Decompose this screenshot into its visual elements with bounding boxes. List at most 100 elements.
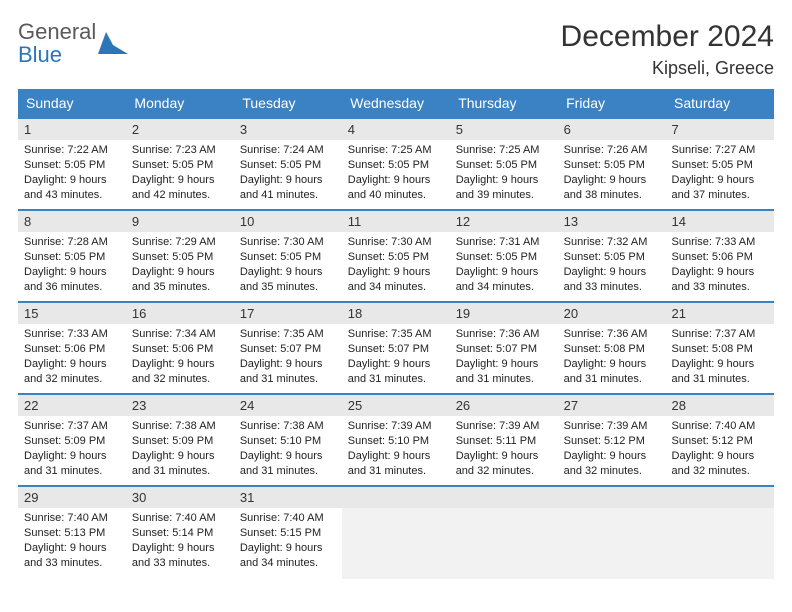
calendar-cell <box>558 486 666 578</box>
calendar-cell: 25Sunrise: 7:39 AMSunset: 5:10 PMDayligh… <box>342 394 450 486</box>
day-number: 19 <box>450 303 558 324</box>
day-number: 22 <box>18 395 126 416</box>
calendar-cell: 1Sunrise: 7:22 AMSunset: 5:05 PMDaylight… <box>18 118 126 210</box>
day-number: 3 <box>234 119 342 140</box>
day-body: Sunrise: 7:40 AMSunset: 5:13 PMDaylight:… <box>18 508 126 576</box>
logo-text: General Blue <box>18 20 96 66</box>
calendar-cell: 30Sunrise: 7:40 AMSunset: 5:14 PMDayligh… <box>126 486 234 578</box>
day-number: 25 <box>342 395 450 416</box>
day-number: 17 <box>234 303 342 324</box>
day-number: 28 <box>666 395 774 416</box>
weekday-header: Monday <box>126 89 234 118</box>
day-number: 5 <box>450 119 558 140</box>
logo-word1: General <box>18 19 96 44</box>
day-body: Sunrise: 7:29 AMSunset: 5:05 PMDaylight:… <box>126 232 234 300</box>
day-number: 2 <box>126 119 234 140</box>
day-body: Sunrise: 7:27 AMSunset: 5:05 PMDaylight:… <box>666 140 774 208</box>
calendar-cell: 31Sunrise: 7:40 AMSunset: 5:15 PMDayligh… <box>234 486 342 578</box>
day-body: Sunrise: 7:33 AMSunset: 5:06 PMDaylight:… <box>666 232 774 300</box>
day-number: 9 <box>126 211 234 232</box>
day-number: 15 <box>18 303 126 324</box>
day-number: 6 <box>558 119 666 140</box>
day-body: Sunrise: 7:34 AMSunset: 5:06 PMDaylight:… <box>126 324 234 392</box>
day-body: Sunrise: 7:37 AMSunset: 5:09 PMDaylight:… <box>18 416 126 484</box>
calendar-cell <box>342 486 450 578</box>
calendar-cell: 7Sunrise: 7:27 AMSunset: 5:05 PMDaylight… <box>666 118 774 210</box>
calendar-cell: 9Sunrise: 7:29 AMSunset: 5:05 PMDaylight… <box>126 210 234 302</box>
day-body: Sunrise: 7:39 AMSunset: 5:12 PMDaylight:… <box>558 416 666 484</box>
calendar-cell: 2Sunrise: 7:23 AMSunset: 5:05 PMDaylight… <box>126 118 234 210</box>
day-body: Sunrise: 7:35 AMSunset: 5:07 PMDaylight:… <box>234 324 342 392</box>
location: Kipseli, Greece <box>561 58 774 79</box>
day-number: 12 <box>450 211 558 232</box>
calendar-cell: 29Sunrise: 7:40 AMSunset: 5:13 PMDayligh… <box>18 486 126 578</box>
calendar-cell: 18Sunrise: 7:35 AMSunset: 5:07 PMDayligh… <box>342 302 450 394</box>
day-body: Sunrise: 7:38 AMSunset: 5:09 PMDaylight:… <box>126 416 234 484</box>
day-number: 1 <box>18 119 126 140</box>
calendar-cell: 13Sunrise: 7:32 AMSunset: 5:05 PMDayligh… <box>558 210 666 302</box>
day-body: Sunrise: 7:23 AMSunset: 5:05 PMDaylight:… <box>126 140 234 208</box>
day-number: 27 <box>558 395 666 416</box>
calendar-cell: 17Sunrise: 7:35 AMSunset: 5:07 PMDayligh… <box>234 302 342 394</box>
header: General Blue December 2024 Kipseli, Gree… <box>18 20 774 79</box>
calendar-cell: 11Sunrise: 7:30 AMSunset: 5:05 PMDayligh… <box>342 210 450 302</box>
day-number: 20 <box>558 303 666 324</box>
title-block: December 2024 Kipseli, Greece <box>561 20 774 79</box>
calendar-cell: 6Sunrise: 7:26 AMSunset: 5:05 PMDaylight… <box>558 118 666 210</box>
day-body: Sunrise: 7:24 AMSunset: 5:05 PMDaylight:… <box>234 140 342 208</box>
calendar-cell: 20Sunrise: 7:36 AMSunset: 5:08 PMDayligh… <box>558 302 666 394</box>
day-number: 14 <box>666 211 774 232</box>
calendar-cell: 3Sunrise: 7:24 AMSunset: 5:05 PMDaylight… <box>234 118 342 210</box>
logo-word2: Blue <box>18 43 96 66</box>
day-number: 30 <box>126 487 234 508</box>
calendar-cell: 16Sunrise: 7:34 AMSunset: 5:06 PMDayligh… <box>126 302 234 394</box>
day-body: Sunrise: 7:36 AMSunset: 5:08 PMDaylight:… <box>558 324 666 392</box>
calendar-cell: 5Sunrise: 7:25 AMSunset: 5:05 PMDaylight… <box>450 118 558 210</box>
day-body: Sunrise: 7:40 AMSunset: 5:15 PMDaylight:… <box>234 508 342 576</box>
calendar-cell: 19Sunrise: 7:36 AMSunset: 5:07 PMDayligh… <box>450 302 558 394</box>
logo: General Blue <box>18 20 128 66</box>
day-number: 31 <box>234 487 342 508</box>
calendar-cell: 22Sunrise: 7:37 AMSunset: 5:09 PMDayligh… <box>18 394 126 486</box>
day-body: Sunrise: 7:38 AMSunset: 5:10 PMDaylight:… <box>234 416 342 484</box>
calendar-cell: 12Sunrise: 7:31 AMSunset: 5:05 PMDayligh… <box>450 210 558 302</box>
month-title: December 2024 <box>561 20 774 54</box>
day-body: Sunrise: 7:37 AMSunset: 5:08 PMDaylight:… <box>666 324 774 392</box>
calendar-cell: 10Sunrise: 7:30 AMSunset: 5:05 PMDayligh… <box>234 210 342 302</box>
calendar-cell: 28Sunrise: 7:40 AMSunset: 5:12 PMDayligh… <box>666 394 774 486</box>
day-number: 24 <box>234 395 342 416</box>
calendar-cell: 14Sunrise: 7:33 AMSunset: 5:06 PMDayligh… <box>666 210 774 302</box>
day-number: 23 <box>126 395 234 416</box>
day-number: 11 <box>342 211 450 232</box>
day-number: 29 <box>18 487 126 508</box>
calendar-cell: 4Sunrise: 7:25 AMSunset: 5:05 PMDaylight… <box>342 118 450 210</box>
calendar-cell: 15Sunrise: 7:33 AMSunset: 5:06 PMDayligh… <box>18 302 126 394</box>
day-body: Sunrise: 7:30 AMSunset: 5:05 PMDaylight:… <box>342 232 450 300</box>
day-body: Sunrise: 7:40 AMSunset: 5:12 PMDaylight:… <box>666 416 774 484</box>
day-number: 10 <box>234 211 342 232</box>
calendar-cell <box>666 486 774 578</box>
calendar-cell: 23Sunrise: 7:38 AMSunset: 5:09 PMDayligh… <box>126 394 234 486</box>
calendar-cell: 27Sunrise: 7:39 AMSunset: 5:12 PMDayligh… <box>558 394 666 486</box>
day-number: 4 <box>342 119 450 140</box>
calendar-table: SundayMondayTuesdayWednesdayThursdayFrid… <box>18 89 774 578</box>
weekday-header: Wednesday <box>342 89 450 118</box>
weekday-header: Thursday <box>450 89 558 118</box>
day-body: Sunrise: 7:22 AMSunset: 5:05 PMDaylight:… <box>18 140 126 208</box>
day-body: Sunrise: 7:39 AMSunset: 5:11 PMDaylight:… <box>450 416 558 484</box>
calendar-head: SundayMondayTuesdayWednesdayThursdayFrid… <box>18 89 774 118</box>
day-body: Sunrise: 7:39 AMSunset: 5:10 PMDaylight:… <box>342 416 450 484</box>
day-body: Sunrise: 7:28 AMSunset: 5:05 PMDaylight:… <box>18 232 126 300</box>
day-body: Sunrise: 7:30 AMSunset: 5:05 PMDaylight:… <box>234 232 342 300</box>
day-number: 8 <box>18 211 126 232</box>
day-body: Sunrise: 7:40 AMSunset: 5:14 PMDaylight:… <box>126 508 234 576</box>
day-number: 13 <box>558 211 666 232</box>
day-number: 26 <box>450 395 558 416</box>
day-body: Sunrise: 7:31 AMSunset: 5:05 PMDaylight:… <box>450 232 558 300</box>
logo-triangle-icon <box>98 32 128 54</box>
day-number: 7 <box>666 119 774 140</box>
day-number: 16 <box>126 303 234 324</box>
weekday-header: Sunday <box>18 89 126 118</box>
day-number: 18 <box>342 303 450 324</box>
day-number: 21 <box>666 303 774 324</box>
